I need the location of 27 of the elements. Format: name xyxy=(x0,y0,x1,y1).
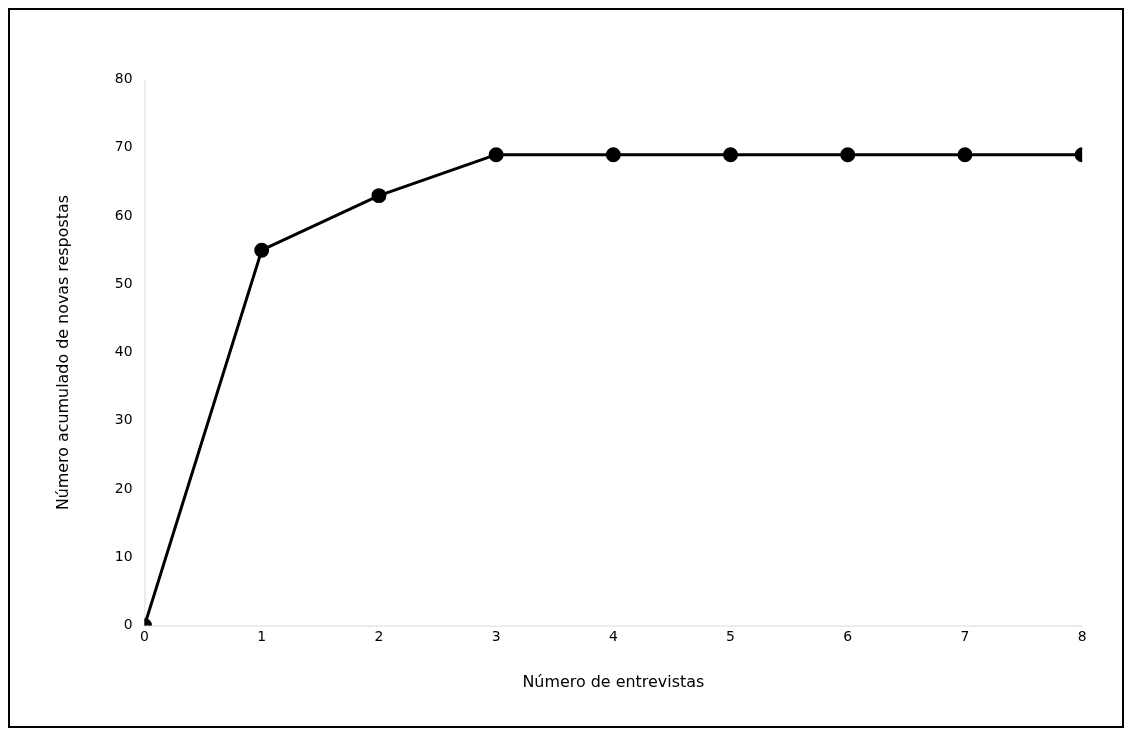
y-tick-label: 20 xyxy=(114,479,133,496)
point xyxy=(840,147,856,163)
y-tick-label: 40 xyxy=(114,343,133,360)
x-tick-label: 4 xyxy=(608,627,618,644)
point xyxy=(605,147,621,163)
point xyxy=(488,147,504,163)
y-tick-label: 30 xyxy=(114,411,133,428)
x-tick-label: 8 xyxy=(1077,627,1087,644)
y-tick-label: 70 xyxy=(114,138,133,155)
y-tick-label: 10 xyxy=(114,547,133,564)
x-tick-label: 5 xyxy=(726,627,735,644)
y-tick-label: 60 xyxy=(114,206,133,223)
y-axis-title: Número acumulado de novas respostas xyxy=(52,195,72,511)
x-tick-label: 2 xyxy=(374,627,384,644)
x-tick-label: 1 xyxy=(257,627,267,644)
point xyxy=(371,188,387,204)
point xyxy=(723,147,739,163)
y-tick-label: 80 xyxy=(114,70,133,87)
x-tick-label: 0 xyxy=(140,627,149,644)
y-tick-label: 0 xyxy=(123,616,133,633)
x-tick-label: 3 xyxy=(491,627,501,644)
x-tick-label: 6 xyxy=(843,627,853,644)
point xyxy=(254,242,270,258)
x-axis-title: Número de entrevistas xyxy=(522,671,705,691)
y-tick-label: 50 xyxy=(114,274,133,291)
x-tick-label: 7 xyxy=(960,627,970,644)
point xyxy=(957,147,973,163)
